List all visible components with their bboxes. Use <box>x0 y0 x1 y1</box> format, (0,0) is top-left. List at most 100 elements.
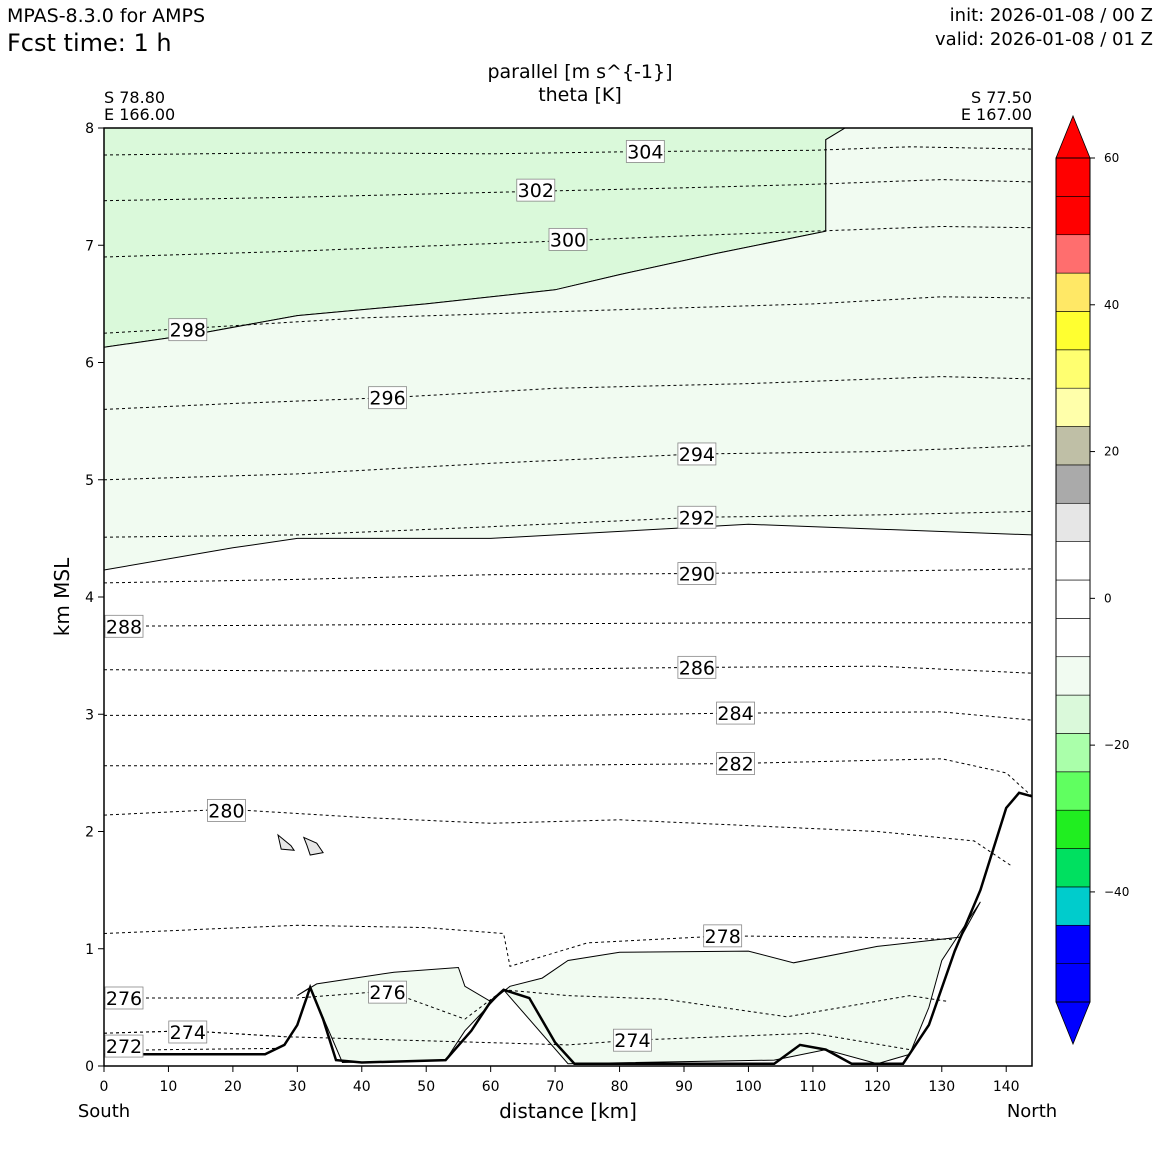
terrain-line <box>104 791 1033 1065</box>
chart-title-line1: parallel [m s^{-1}] <box>487 61 672 83</box>
north-label: North <box>1007 1101 1057 1122</box>
colorbar-segment <box>1055 349 1091 389</box>
x-tick-label: 70 <box>546 1079 564 1095</box>
isentrope-278 <box>103 924 955 967</box>
colorbar-segment <box>1055 464 1091 504</box>
contour-label-text: 304 <box>627 141 663 163</box>
contour-label-286: 286 <box>677 655 717 679</box>
isentrope-296 <box>103 376 1033 410</box>
colorbar-tick-label: 0 <box>1104 591 1112 605</box>
contour-label-304: 304 <box>625 140 665 163</box>
y-tick-label: 5 <box>85 473 94 489</box>
theta-contour-layer <box>103 146 1033 1052</box>
x-tick-label: 100 <box>735 1079 762 1095</box>
contour-label-box <box>677 442 717 466</box>
colorbar-segment <box>1055 656 1091 696</box>
colorbar: 60 40 20 0 −20 −40 <box>1055 114 1129 1046</box>
contour-label-box <box>677 655 717 679</box>
contour-label-276: 276 <box>104 986 144 1010</box>
isentrope-274 <box>103 1030 910 1051</box>
colorbar-segment <box>1055 387 1091 427</box>
contour-label-text: 274 <box>614 1030 650 1052</box>
contour-label-box <box>168 1020 208 1044</box>
colorbar-segment <box>1055 541 1091 581</box>
contour-label-box <box>104 986 144 1010</box>
contour-label-text: 298 <box>170 320 206 342</box>
colorbar-segment <box>1055 157 1091 197</box>
contour-label-288: 288 <box>104 614 144 638</box>
contour-label-text: 302 <box>518 180 554 202</box>
colorbar-tick-label: −40 <box>1104 885 1129 899</box>
contour-label-box <box>716 701 755 725</box>
contour-label-box <box>368 386 407 410</box>
isentrope-276 <box>104 989 949 1020</box>
colorbar-frame <box>1055 157 1091 1003</box>
isentrope-298 <box>103 296 1033 334</box>
contour-label-text: 276 <box>106 988 142 1010</box>
x-tick-label: 40 <box>353 1079 371 1095</box>
y-tick-label: 0 <box>85 1059 94 1075</box>
wind-fill-region <box>103 127 1033 571</box>
x-tick-label: 110 <box>800 1079 827 1095</box>
contour-label-box <box>677 562 717 585</box>
wind-fill-layer <box>103 127 1033 1065</box>
contour-label-box <box>548 227 588 251</box>
colorbar-segment <box>1055 924 1091 964</box>
contour-label-box <box>716 752 755 775</box>
isentrope-284 <box>104 711 1033 721</box>
contour-label-text: 274 <box>170 1022 206 1044</box>
contour-label-290: 290 <box>677 562 717 586</box>
contour-label-276: 276 <box>368 980 407 1004</box>
colorbar-tick-label: 20 <box>1104 445 1119 459</box>
contour-label-302: 302 <box>516 178 556 202</box>
contour-label-300: 300 <box>548 227 588 251</box>
colorbar-segment <box>1055 234 1091 274</box>
x-tick-label: 120 <box>864 1079 891 1095</box>
y-tick-label: 1 <box>85 942 94 958</box>
south-label: South <box>78 1101 130 1122</box>
y-tick-label: 6 <box>85 356 94 372</box>
contour-label-box <box>207 798 246 822</box>
contour-label-text: 300 <box>550 229 586 251</box>
x-tick-label: 20 <box>224 1079 242 1095</box>
contour-label-text: 288 <box>106 616 142 638</box>
isentrope-294 <box>103 445 1033 481</box>
y-tick-label: 2 <box>85 825 94 841</box>
y-tick-label: 8 <box>85 121 94 137</box>
contour-label-284: 284 <box>716 701 755 725</box>
colorbar-segment <box>1055 196 1091 236</box>
colorbar-tick-label: 60 <box>1104 151 1119 165</box>
terrain-layer <box>104 791 1033 1065</box>
colorbar-segment <box>1055 809 1091 849</box>
model-title: MPAS-8.3.0 for AMPS <box>7 5 206 27</box>
y-axis-ticks: 0 1 2 3 4 5 6 7 8 <box>85 121 104 1075</box>
colorbar-segment <box>1055 311 1091 351</box>
y-tick-label: 4 <box>85 590 94 606</box>
x-axis-ticks: 0 10 20 30 40 50 60 70 80 90 100 110 120 130 140 <box>100 1066 1020 1095</box>
contour-label-280: 280 <box>207 798 246 822</box>
contour-label-text: 280 <box>208 800 244 822</box>
colorbar-segment <box>1055 579 1091 619</box>
contour-label-text: 292 <box>679 507 715 529</box>
contour-label-274: 274 <box>613 1028 652 1052</box>
contour-label-box <box>677 505 717 529</box>
end-lat: S 77.50 <box>971 88 1032 107</box>
colorbar-segment <box>1055 886 1091 926</box>
y-tick-label: 7 <box>85 238 94 254</box>
isentrope-286 <box>103 665 1033 674</box>
x-tick-label: 130 <box>928 1079 955 1095</box>
colorbar-segment <box>1055 848 1091 888</box>
isentrope-288 <box>103 622 1032 627</box>
colorbar-segment <box>1055 963 1091 1003</box>
colorbar-segment <box>1055 502 1091 542</box>
colorbar-extend-top <box>1055 114 1091 159</box>
contour-label-298: 298 <box>168 318 208 342</box>
isentrope-280 <box>103 808 1013 868</box>
contour-label-282: 282 <box>716 752 755 775</box>
x-tick-label: 140 <box>993 1079 1020 1095</box>
x-axis-label: distance [km] <box>499 1099 637 1123</box>
x-tick-label: 0 <box>100 1079 109 1095</box>
start-lat: S 78.80 <box>104 88 165 107</box>
contour-label-box <box>516 178 556 202</box>
colorbar-segment <box>1055 694 1091 734</box>
